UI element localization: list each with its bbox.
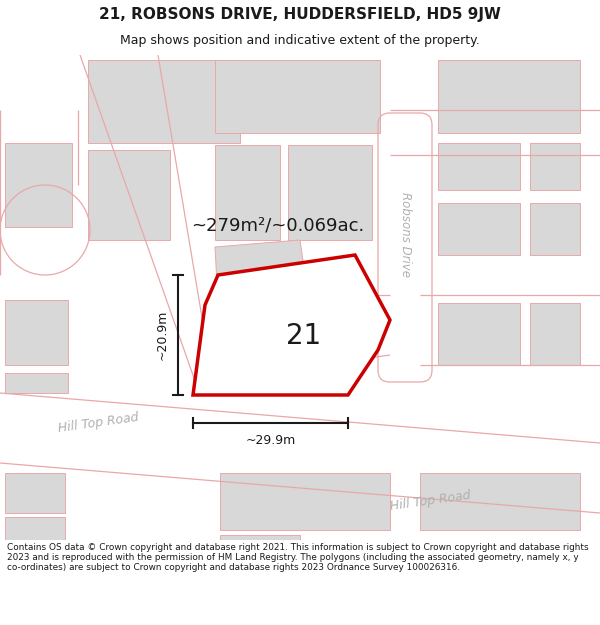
Polygon shape [220,535,300,540]
Polygon shape [5,143,72,227]
Polygon shape [0,110,78,275]
Polygon shape [220,473,390,530]
Text: Map shows position and indicative extent of the property.: Map shows position and indicative extent… [120,34,480,47]
Text: Hill Top Road: Hill Top Road [57,411,139,435]
Polygon shape [390,110,600,155]
Polygon shape [438,303,520,365]
Polygon shape [88,150,170,240]
Polygon shape [5,473,65,513]
Polygon shape [530,143,580,190]
Polygon shape [438,203,520,255]
Polygon shape [420,473,580,530]
Polygon shape [215,240,308,303]
Polygon shape [5,373,68,393]
Polygon shape [5,300,68,365]
Polygon shape [530,303,580,365]
Polygon shape [420,295,600,365]
Polygon shape [5,517,65,540]
Polygon shape [193,255,390,395]
Text: Contains OS data © Crown copyright and database right 2021. This information is : Contains OS data © Crown copyright and d… [7,542,589,572]
Text: 21: 21 [286,322,321,350]
Polygon shape [390,130,420,365]
Polygon shape [438,60,580,133]
Polygon shape [215,60,380,133]
Text: ~29.9m: ~29.9m [245,434,296,447]
Polygon shape [530,203,580,255]
Text: 21, ROBSONS DRIVE, HUDDERSFIELD, HD5 9JW: 21, ROBSONS DRIVE, HUDDERSFIELD, HD5 9JW [99,8,501,22]
Polygon shape [438,143,520,190]
Circle shape [0,185,90,275]
Text: Hill Top Road: Hill Top Road [389,489,471,513]
FancyBboxPatch shape [378,113,432,382]
Polygon shape [215,145,280,240]
Text: ~279m²/~0.069ac.: ~279m²/~0.069ac. [191,216,365,234]
Polygon shape [0,393,600,515]
Text: Robsons Drive: Robsons Drive [398,192,412,278]
Polygon shape [88,60,240,143]
Polygon shape [288,145,372,240]
Text: ~20.9m: ~20.9m [155,310,169,360]
Polygon shape [80,55,200,395]
